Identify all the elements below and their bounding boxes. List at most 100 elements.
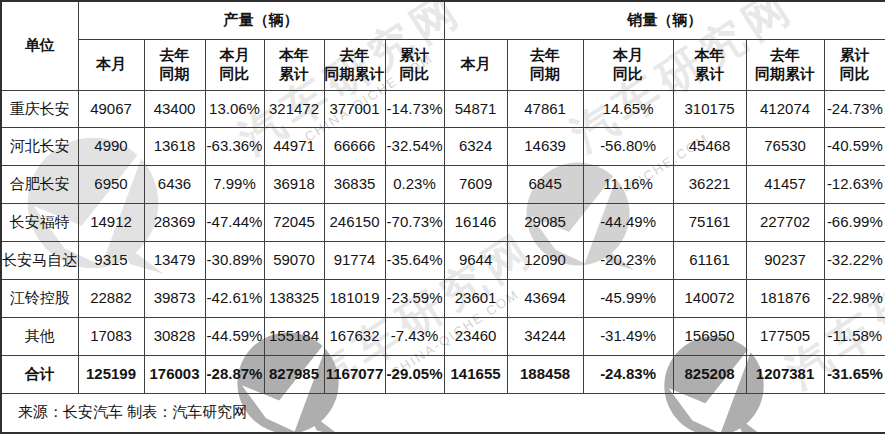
unit-cell: 合肥长安 (1, 166, 78, 204)
table-row: 合肥长安695064367.99%36918368350.23%76096845… (1, 166, 885, 204)
production-value-cell: 1167077 (324, 355, 385, 393)
sales-value-cell: -40.59% (824, 128, 885, 166)
unit-cell: 重庆长安 (1, 90, 78, 128)
sales-value-cell: -31.49% (583, 317, 673, 355)
sales-value-cell: 75161 (673, 204, 746, 242)
sales-value-cell: 825208 (673, 355, 746, 393)
sales-value-cell: 45468 (673, 128, 746, 166)
production-value-cell: 43400 (144, 90, 205, 128)
production-value-cell: -70.73% (385, 204, 444, 242)
sales-value-cell: 6845 (507, 166, 583, 204)
table-row: 河北长安499013618-63.36%4497166666-32.54%632… (1, 128, 885, 166)
sales-value-cell: -31.65% (824, 355, 885, 393)
sales-value-cell: 156950 (673, 317, 746, 355)
sales-value-cell: 11.16% (583, 166, 673, 204)
production-value-cell: -63.36% (205, 128, 264, 166)
sales-value-cell: -44.49% (583, 204, 673, 242)
sales-value-cell: 7609 (444, 166, 507, 204)
column-subheader: 累计 同比 (824, 39, 885, 90)
sales-value-cell: 1207381 (746, 355, 824, 393)
production-value-cell: -42.61% (205, 279, 264, 317)
production-value-cell: 377001 (324, 90, 385, 128)
column-subheader: 去年 同期累计 (746, 39, 824, 90)
column-subheader: 本月 (444, 39, 507, 90)
sales-value-cell: 23460 (444, 317, 507, 355)
production-value-cell: -23.59% (385, 279, 444, 317)
production-value-cell: 6436 (144, 166, 205, 204)
production-value-cell: 167632 (324, 317, 385, 355)
sales-value-cell: 9644 (444, 242, 507, 280)
sales-value-cell: 14639 (507, 128, 583, 166)
production-value-cell: -35.64% (385, 242, 444, 280)
sales-value-cell: -66.99% (824, 204, 885, 242)
production-value-cell: 36918 (264, 166, 324, 204)
production-value-cell: 13618 (144, 128, 205, 166)
sales-value-cell: 412074 (746, 90, 824, 128)
production-value-cell: 44971 (264, 128, 324, 166)
table-row-total: 合计125199176003-28.87%8279851167077-29.05… (1, 355, 885, 393)
production-value-cell: 13479 (144, 242, 205, 280)
production-value-cell: 246150 (324, 204, 385, 242)
sales-value-cell: 41457 (746, 166, 824, 204)
sales-value-cell: 177505 (746, 317, 824, 355)
sales-value-cell: 54871 (444, 90, 507, 128)
sales-value-cell: 141655 (444, 355, 507, 393)
sales-value-cell: 181876 (746, 279, 824, 317)
sales-value-cell: 47861 (507, 90, 583, 128)
sales-value-cell: 29085 (507, 204, 583, 242)
sales-value-cell: 34244 (507, 317, 583, 355)
table-row: 长安马自达931513479-30.89%5907091774-35.64%96… (1, 242, 885, 280)
column-subheader: 累计 同比 (385, 39, 444, 90)
sales-value-cell: 76530 (746, 128, 824, 166)
production-value-cell: 49067 (78, 90, 144, 128)
production-value-cell: 155184 (264, 317, 324, 355)
column-subheader: 本月 (78, 39, 144, 90)
table-row: 重庆长安490674340013.06%321472377001-14.73%5… (1, 90, 885, 128)
production-value-cell: 138325 (264, 279, 324, 317)
unit-cell: 合计 (1, 355, 78, 393)
production-value-cell: 125199 (78, 355, 144, 393)
sales-value-cell: -22.98% (824, 279, 885, 317)
production-value-cell: 72045 (264, 204, 324, 242)
sales-value-cell: -24.83% (583, 355, 673, 393)
report-table-page: 汽车研究网 CHINA-QICHE.COM 汽车研究网 CHINA-QICHE.… (0, 0, 885, 434)
production-value-cell: 28369 (144, 204, 205, 242)
production-value-cell: 91774 (324, 242, 385, 280)
production-value-cell: 827985 (264, 355, 324, 393)
production-value-cell: 6950 (78, 166, 144, 204)
production-value-cell: 4990 (78, 128, 144, 166)
column-subheader: 去年 同期 (507, 39, 583, 90)
sales-value-cell: -32.22% (824, 242, 885, 280)
production-value-cell: -32.54% (385, 128, 444, 166)
table-row: 长安福特1491228369-47.44%72045246150-70.73%1… (1, 204, 885, 242)
unit-cell: 长安福特 (1, 204, 78, 242)
sales-value-cell: 12090 (507, 242, 583, 280)
production-value-cell: 17083 (78, 317, 144, 355)
table-row: 江铃控股2288239873-42.61%138325181019-23.59%… (1, 279, 885, 317)
production-value-cell: 22882 (78, 279, 144, 317)
sales-value-cell: 140072 (673, 279, 746, 317)
unit-cell: 江铃控股 (1, 279, 78, 317)
production-value-cell: 176003 (144, 355, 205, 393)
sales-value-cell: -11.58% (824, 317, 885, 355)
column-group-production: 产量（辆） (78, 1, 444, 39)
sales-value-cell: -12.63% (824, 166, 885, 204)
source-note: 来源：长安汽车 制表：汽车研究网 (1, 393, 885, 433)
production-value-cell: 14912 (78, 204, 144, 242)
sales-value-cell: 90237 (746, 242, 824, 280)
production-value-cell: 9315 (78, 242, 144, 280)
sales-value-cell: 188458 (507, 355, 583, 393)
column-subheader: 本年 累计 (264, 39, 324, 90)
column-group-sales: 销量（辆） (444, 1, 885, 39)
production-value-cell: 39873 (144, 279, 205, 317)
production-value-cell: 13.06% (205, 90, 264, 128)
sales-value-cell: 227702 (746, 204, 824, 242)
sales-value-cell: 16146 (444, 204, 507, 242)
production-value-cell: 59070 (264, 242, 324, 280)
production-value-cell: 181019 (324, 279, 385, 317)
sales-value-cell: -56.80% (583, 128, 673, 166)
production-value-cell: -47.44% (205, 204, 264, 242)
unit-cell: 河北长安 (1, 128, 78, 166)
column-header-unit: 单位 (1, 1, 78, 90)
sales-value-cell: 36221 (673, 166, 746, 204)
